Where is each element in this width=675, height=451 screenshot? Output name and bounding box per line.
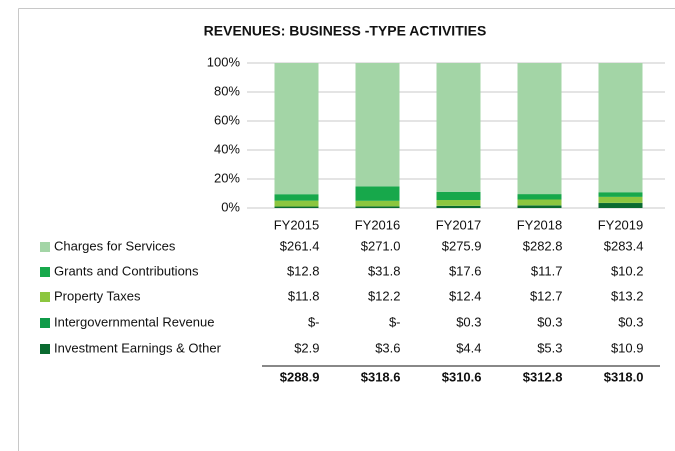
table-value: $271.0 bbox=[361, 238, 401, 253]
bar-segment bbox=[436, 191, 481, 201]
x-tick-label: FY2017 bbox=[436, 217, 482, 232]
table-value: $12.8 bbox=[287, 263, 320, 278]
table-value: $0.3 bbox=[618, 314, 643, 329]
x-tick-label: FY2016 bbox=[355, 217, 401, 232]
table-value: $17.6 bbox=[449, 263, 482, 278]
bar-segment bbox=[598, 196, 643, 203]
table-value: $275.9 bbox=[442, 238, 482, 253]
x-tick-label: FY2019 bbox=[598, 217, 644, 232]
bar-segment bbox=[436, 63, 481, 192]
total-value: $318.6 bbox=[361, 369, 401, 384]
legend-swatch bbox=[40, 344, 50, 354]
table-value: $0.3 bbox=[456, 314, 481, 329]
total-value: $312.8 bbox=[523, 369, 563, 384]
total-value: $288.9 bbox=[280, 369, 320, 384]
table-value: $4.4 bbox=[456, 340, 481, 355]
bar-segment bbox=[517, 205, 562, 208]
bar-segment bbox=[436, 205, 481, 208]
legend-swatch bbox=[40, 292, 50, 302]
legend-swatch bbox=[40, 267, 50, 277]
table-value: $12.2 bbox=[368, 288, 401, 303]
table-value: $2.9 bbox=[294, 340, 319, 355]
bar-segment bbox=[274, 194, 319, 201]
legend-label: Charges for Services bbox=[54, 238, 176, 253]
table-value: $11.7 bbox=[531, 263, 563, 278]
total-value: $310.6 bbox=[442, 369, 482, 384]
table-value: $5.3 bbox=[537, 340, 562, 355]
legend-label: Property Taxes bbox=[54, 288, 141, 303]
bar-segment bbox=[598, 192, 643, 197]
bar-segment bbox=[517, 199, 562, 206]
table-value: $10.2 bbox=[611, 263, 644, 278]
bar-segment bbox=[436, 200, 481, 206]
table-value: $- bbox=[308, 314, 320, 329]
legend-swatch bbox=[40, 318, 50, 328]
bar-segment bbox=[274, 63, 319, 195]
legend-swatch bbox=[40, 242, 50, 252]
y-tick-label: 40% bbox=[214, 141, 240, 156]
bar-segment bbox=[355, 186, 400, 201]
table-value: $282.8 bbox=[523, 238, 563, 253]
x-tick-label: FY2015 bbox=[274, 217, 320, 232]
table-value: $- bbox=[389, 314, 401, 329]
table-value: $11.8 bbox=[288, 288, 320, 303]
table-value: $283.4 bbox=[604, 238, 644, 253]
table-value: $13.2 bbox=[611, 288, 644, 303]
bar-segment bbox=[355, 206, 400, 208]
legend-label: Intergovernmental Revenue bbox=[54, 314, 214, 329]
chart-title: REVENUES: BUSINESS -TYPE ACTIVITIES bbox=[204, 23, 487, 39]
bar-segment bbox=[274, 206, 319, 208]
table-value: $0.3 bbox=[537, 314, 562, 329]
y-tick-label: 60% bbox=[214, 112, 240, 127]
table-value: $12.7 bbox=[530, 288, 563, 303]
y-tick-label: 100% bbox=[207, 54, 241, 69]
y-tick-label: 20% bbox=[214, 170, 240, 185]
x-tick-label: FY2018 bbox=[517, 217, 563, 232]
bar-segment bbox=[517, 194, 562, 200]
bar-segment bbox=[598, 203, 643, 208]
y-tick-label: 80% bbox=[214, 83, 240, 98]
legend-label: Investment Earnings & Other bbox=[54, 340, 222, 355]
bar-segment bbox=[355, 200, 400, 207]
bar-segment bbox=[355, 63, 400, 187]
table-value: $10.9 bbox=[611, 340, 644, 355]
bar-segment bbox=[598, 63, 643, 193]
y-tick-label: 0% bbox=[221, 199, 240, 214]
table-value: $3.6 bbox=[375, 340, 400, 355]
legend-label: Grants and Contributions bbox=[54, 263, 199, 278]
table-value: $31.8 bbox=[368, 263, 401, 278]
total-value: $318.0 bbox=[604, 369, 644, 384]
table-value: $12.4 bbox=[449, 288, 482, 303]
bar-segment bbox=[517, 63, 562, 195]
table-value: $261.4 bbox=[280, 238, 320, 253]
bar-segment bbox=[274, 200, 319, 207]
